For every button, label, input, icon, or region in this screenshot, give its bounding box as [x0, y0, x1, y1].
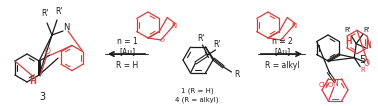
Text: [Au]: [Au] [119, 47, 135, 56]
Text: N: N [332, 80, 338, 89]
Text: N: N [63, 24, 69, 33]
Text: R: R [360, 67, 365, 73]
Text: H: H [345, 37, 352, 46]
Text: R': R' [214, 40, 221, 50]
Text: O: O [363, 59, 369, 68]
Text: H: H [29, 77, 36, 86]
Text: R: R [234, 70, 239, 79]
Text: O: O [160, 38, 164, 43]
Text: O: O [279, 38, 285, 43]
Text: N: N [292, 22, 297, 29]
Text: [Au]: [Au] [274, 47, 290, 56]
Text: 5: 5 [359, 55, 365, 65]
Text: R': R' [344, 27, 350, 33]
Text: 4 (R = alkyl): 4 (R = alkyl) [175, 97, 219, 103]
Text: R = alkyl: R = alkyl [265, 61, 299, 70]
Text: R': R' [55, 6, 63, 15]
Text: R': R' [197, 34, 204, 43]
Text: CHO: CHO [319, 82, 334, 88]
Text: N: N [366, 41, 371, 50]
Text: N: N [172, 22, 177, 29]
Text: O: O [45, 47, 51, 56]
Text: R': R' [41, 10, 49, 19]
Text: 1 (R = H): 1 (R = H) [181, 88, 213, 94]
Text: R': R' [363, 27, 370, 33]
Text: n = 1: n = 1 [117, 38, 137, 47]
Text: R = H: R = H [116, 61, 138, 70]
Text: 3: 3 [39, 92, 45, 102]
Text: n = 2: n = 2 [272, 38, 292, 47]
